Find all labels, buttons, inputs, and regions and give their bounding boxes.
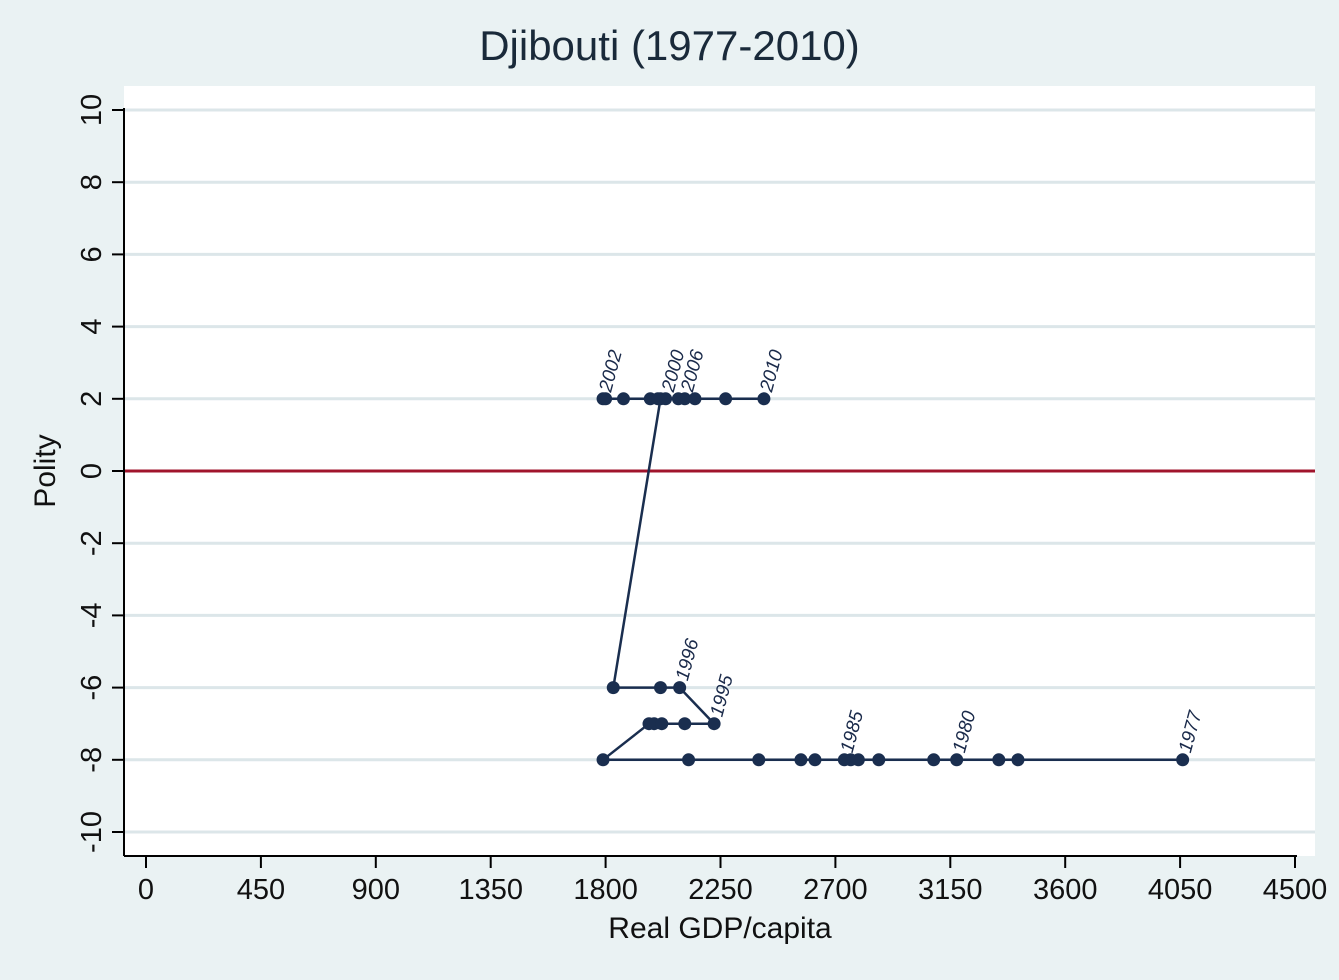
y-tick-label-6: -2 (76, 530, 108, 556)
data-point-2009 (719, 392, 733, 406)
data-point-1989 (682, 753, 696, 767)
x-tick-label-1: 450 (237, 874, 285, 906)
x-tick-label-7: 3150 (918, 874, 983, 906)
y-tick-label-10: -10 (76, 811, 108, 853)
y-tick-label-9: -8 (76, 747, 108, 773)
x-axis-title: Real GDP/capita (608, 912, 832, 945)
data-point-1986 (808, 753, 822, 767)
data-point-2002 (596, 392, 610, 406)
y-tick-label-2: 6 (76, 246, 108, 262)
data-point-2003 (616, 392, 630, 406)
x-tick-label-8: 3600 (1033, 874, 1098, 906)
y-axis-title: Polity (29, 434, 62, 507)
x-tick-label-10: 4500 (1263, 874, 1328, 906)
data-point-1987 (794, 753, 808, 767)
chart-title: Djibouti (1977-2010) (479, 22, 860, 69)
data-point-1977 (1176, 753, 1190, 767)
data-point-2005 (651, 392, 665, 406)
x-tick-label-9: 4050 (1148, 874, 1213, 906)
data-point-2007 (688, 392, 702, 406)
y-tick-label-7: -4 (76, 603, 108, 629)
y-tick-label-4: 2 (76, 391, 108, 407)
x-axis-ticks: 0 450 900 1350 1800 2250 2700 3150 3600 4050 4500 (138, 856, 1327, 906)
data-point-1996 (673, 681, 687, 695)
y-tick-label-5: 0 (76, 463, 108, 479)
axes (123, 108, 1297, 857)
data-point-1979 (992, 753, 1006, 767)
data-point-1980 (950, 753, 964, 767)
series-group (596, 392, 1190, 767)
data-point-1993 (655, 717, 669, 731)
x-tick-label-0: 0 (138, 874, 154, 906)
data-point-2008 (671, 392, 685, 406)
data-point-1994 (678, 717, 692, 731)
x-tick-label-5: 2250 (688, 874, 753, 906)
x-tick-label-2: 900 (352, 874, 400, 906)
data-point-1988 (752, 753, 766, 767)
x-tick-label-4: 1800 (573, 874, 638, 906)
data-point-1978 (1011, 753, 1025, 767)
y-tick-label-1: 8 (76, 174, 108, 190)
data-point-1998 (606, 681, 620, 695)
y-tick-label-0: 10 (76, 94, 108, 126)
data-point-1981 (927, 753, 941, 767)
data-point-1990 (596, 753, 610, 767)
y-tick-label-8: -6 (76, 675, 108, 701)
y-axis-ticks: 10 8 6 4 2 0 -2 -4 -6 -8 -10 (76, 94, 124, 853)
data-point-1982 (872, 753, 886, 767)
data-point-1995 (707, 717, 721, 731)
data-point-1997 (653, 681, 667, 695)
data-point-1985 (837, 753, 851, 767)
x-tick-label-3: 1350 (458, 874, 523, 906)
y-tick-label-3: 4 (76, 319, 108, 335)
x-tick-label-6: 2700 (803, 874, 868, 906)
data-point-2010 (757, 392, 771, 406)
